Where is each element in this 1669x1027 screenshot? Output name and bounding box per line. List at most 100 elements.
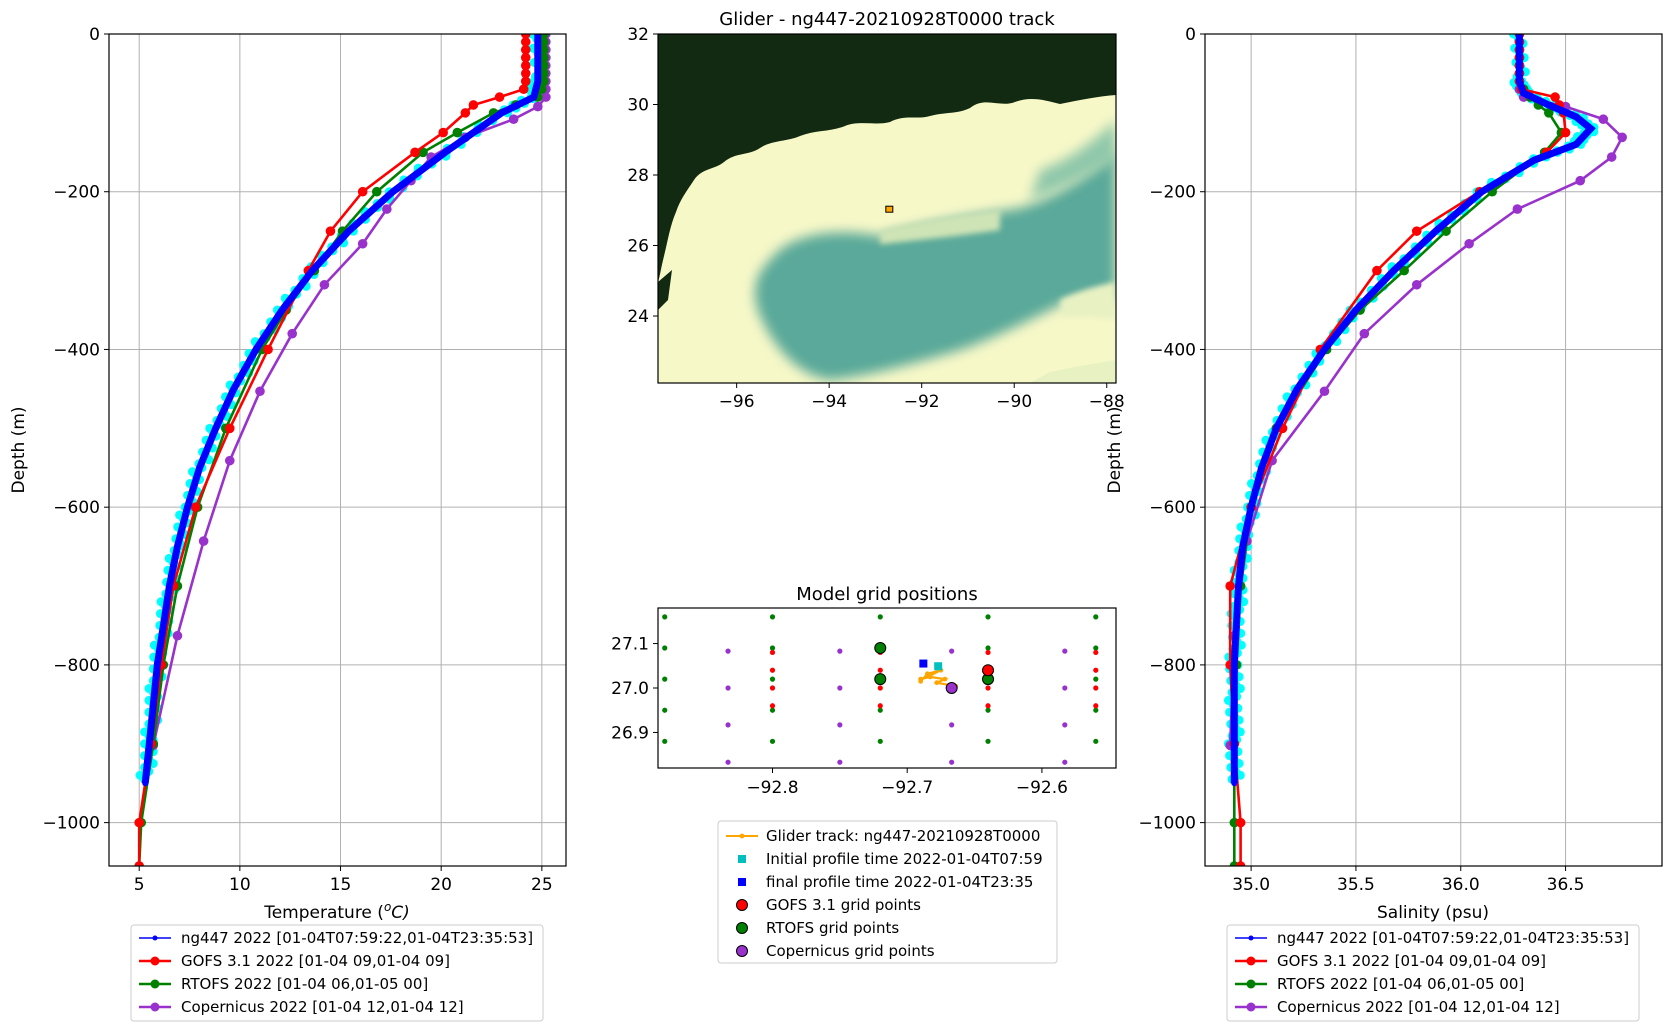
glider-profile-point: [150, 701, 157, 708]
copernicus-grid-point: [1062, 648, 1068, 654]
copernicus-grid-point: [1062, 759, 1068, 765]
gofs-profile-point: [357, 186, 368, 197]
gofs-profile-point: [1560, 127, 1571, 138]
gofs-profile-point: [468, 100, 479, 110]
glider-track-point: [942, 676, 948, 682]
rtofs-profile-point: [452, 127, 463, 138]
glider-profile-point: [1233, 622, 1240, 629]
copernicus-selected-point: [945, 682, 958, 694]
y-tick-label: −400: [1149, 340, 1196, 360]
gofs-profile-point: [1235, 861, 1246, 866]
glider-profile-point: [1231, 701, 1238, 708]
gofs-profile-point: [518, 84, 529, 95]
rtofs-grid-point: [1093, 614, 1099, 620]
rtofs-profile-point: [539, 37, 549, 47]
glider-profile-point: [309, 267, 316, 274]
y-tick-label: 0: [1185, 25, 1196, 45]
rtofs-grid-point: [985, 738, 991, 744]
gofs-profile-point: [134, 817, 144, 828]
legend-label-glider: ng447 2022 [01-04T07:59:22,01-04T23:35:5…: [181, 929, 533, 947]
glider-profile-point: [160, 622, 167, 629]
rtofs-grid-point: [769, 707, 776, 713]
legend-marker-gofs: [1246, 956, 1256, 966]
glider-profile-point: [1231, 740, 1238, 747]
gofs-grid-point: [877, 685, 883, 691]
rtofs-profile-point: [1543, 108, 1554, 118]
gofs-grid-point: [769, 667, 776, 673]
legend-label-copernicus: Copernicus 2022 [01-04 12,01-04 12]: [1277, 998, 1560, 1016]
y-tick-label: −200: [53, 183, 100, 203]
glider-profile-point: [212, 425, 219, 432]
copernicus-profile-point: [382, 204, 392, 214]
gofs-grid-point: [985, 685, 991, 691]
gofs-profile-point: [325, 226, 336, 236]
gofs-grid-point: [877, 667, 883, 673]
glider-profile-line: [1230, 34, 1596, 784]
legend-box: [717, 820, 1058, 964]
map-y-tick-label: 26: [627, 237, 649, 257]
copernicus-profile-point: [1411, 279, 1422, 290]
copernicus-grid-point: [837, 722, 843, 728]
legend-marker-glider: [1248, 935, 1254, 941]
map-title: Glider - ng447-20210928T0000 track: [719, 9, 1055, 30]
glider-profile-point: [230, 385, 237, 392]
rtofs-profile-point: [1399, 265, 1409, 276]
rtofs-grid-point: [769, 676, 776, 682]
gofs-profile-point: [460, 108, 471, 118]
rtofs-profile-point: [539, 76, 549, 87]
copernicus-profile-point: [357, 238, 368, 249]
temperature-legend: ng447 2022 [01-04T07:59:22,01-04T23:35:5…: [130, 924, 544, 1022]
rtofs-grid-point: [985, 707, 991, 713]
salinity-plot-frame: [1204, 33, 1663, 867]
salinity-profile-panel: 35.0 35.5 36.0 36.5 0−200−400−600−800−1000 …: [1105, 25, 1663, 1022]
grid-y-tick-label: 26.9: [611, 723, 649, 743]
glider-profile-point: [1390, 267, 1397, 274]
series-gofs: [134, 34, 531, 866]
glider-track-map-panel: −96 −94 −92 −90 −88 24 26 28 30 32 Glider - ng44…: [627, 9, 1124, 412]
salinity-x-axis-label: Salinity (psu): [1377, 903, 1489, 923]
glider-track-point: [918, 676, 924, 682]
gofs-grid-point: [1093, 703, 1099, 709]
glider-profile-point: [1231, 780, 1238, 787]
copernicus-grid-point: [725, 648, 731, 654]
copernicus-profile-point: [508, 114, 519, 124]
copernicus-grid-point: [1062, 685, 1068, 691]
gofs-profile-point: [190, 502, 201, 512]
rtofs-profile-point: [371, 186, 382, 197]
glider-position-marker: [885, 205, 894, 213]
legend-square-initial_marker: [738, 855, 746, 863]
y-tick-label: −800: [53, 656, 100, 676]
map-x-tick-label: −92: [904, 392, 940, 412]
temperature-plot-frame: [108, 33, 567, 867]
legend-label-gofs: GOFS 3.1 2022 [01-04 09,01-04 09]: [181, 952, 450, 970]
copernicus-profile-point: [541, 92, 551, 102]
gofs-profile-point: [520, 60, 531, 71]
gofs-profile-point: [520, 76, 531, 87]
rtofs-profile-point: [539, 52, 549, 63]
copernicus-profile-point: [533, 101, 543, 112]
glider-profile-point: [534, 78, 541, 85]
rtofs-grid-point: [985, 645, 991, 651]
legend-marker-rtofs: [1246, 979, 1256, 989]
rtofs-grid-point: [1093, 707, 1099, 713]
glider-raw-point: [1236, 640, 1246, 650]
x-tick-label: 36.5: [1547, 875, 1585, 895]
model-grid-title: Model grid positions: [796, 584, 977, 605]
salinity-y-axis-label: Depth (m): [1105, 406, 1125, 493]
glider-profile-point: [252, 346, 259, 353]
glider-profile-point: [1235, 583, 1242, 590]
grid-y-tick-label: 27.0: [611, 679, 649, 699]
rtofs-grid-point: [877, 738, 883, 744]
copernicus-grid-point: [837, 648, 843, 654]
gofs-profile-point: [1235, 817, 1246, 828]
copernicus-grid-point: [949, 722, 955, 728]
legend-marker-glider: [152, 935, 158, 941]
gofs-grid-point: [877, 703, 883, 709]
rtofs-grid-point: [985, 614, 991, 620]
glider-profile-point: [442, 149, 449, 156]
gofs-profile-point: [410, 147, 420, 158]
rtofs-profile-point: [539, 44, 549, 55]
legend-label-final_marker: final profile time 2022-01-04T23:35: [766, 873, 1033, 891]
rtofs-grid-point: [877, 707, 883, 713]
y-tick-label: −1000: [42, 814, 100, 834]
